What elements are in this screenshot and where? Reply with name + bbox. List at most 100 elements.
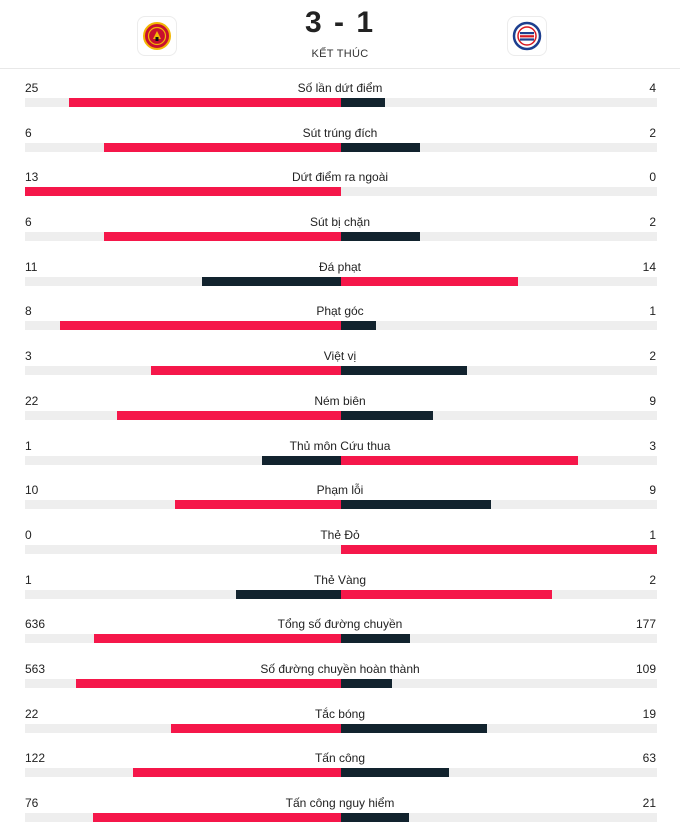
home-stat-value: 6	[25, 125, 32, 140]
stat-label: Thẻ Vàng	[313, 572, 367, 587]
stat-row: 76 Tấn công nguy hiểm 21	[0, 783, 680, 828]
stat-row: 636 Tổng số đường chuyền 177	[0, 604, 680, 649]
stat-label: Tắc bóng	[314, 706, 366, 721]
stat-label: Ném biên	[314, 393, 366, 408]
home-stat-bar	[93, 813, 341, 822]
match-score: 3 - 1	[304, 6, 376, 39]
home-stat-value: 22	[25, 393, 39, 408]
stat-comparison-track	[25, 455, 657, 465]
away-stat-bar	[341, 142, 420, 152]
home-stat-bar	[235, 589, 341, 599]
away-stat-bar	[341, 276, 518, 286]
home-stat-bar	[68, 98, 341, 107]
home-stat-value: 1	[25, 572, 32, 587]
away-stat-bar	[341, 678, 393, 688]
home-stat-bar	[171, 723, 341, 733]
home-stat-bar	[174, 500, 341, 510]
stat-label: Phạm lỗi	[316, 483, 364, 498]
stat-comparison-track	[25, 366, 657, 376]
stat-comparison-track	[25, 187, 657, 197]
stat-comparison-track	[25, 321, 657, 331]
home-stat-value: 122	[25, 751, 46, 766]
home-stat-bar	[60, 321, 341, 331]
away-stat-value: 4	[649, 81, 656, 95]
home-stat-value: 563	[25, 661, 46, 676]
away-stat-value: 1	[649, 304, 656, 319]
stat-comparison-track	[25, 678, 657, 688]
home-stat-value: 0	[25, 527, 32, 542]
stat-row: 13 Dứt điểm ra ngoài 0	[0, 157, 680, 202]
stat-label: Tấn công nguy hiểm	[285, 796, 395, 810]
stat-label: Thẻ Đỏ	[320, 527, 360, 542]
stat-row: 563 Số đường chuyền hoàn thành 109	[0, 649, 680, 694]
home-stat-value: 11	[25, 259, 38, 274]
home-stat-value: 1	[25, 438, 32, 453]
stat-label: Đá phạt	[318, 259, 362, 274]
away-stat-bar	[341, 768, 449, 778]
stat-label: Phạt góc	[316, 304, 364, 319]
stat-row: 6 Sút bị chặn 2	[0, 202, 680, 247]
stat-comparison-track	[25, 142, 657, 152]
stat-row: 6 Sút trúng đích 2	[0, 113, 680, 158]
home-stat-value: 76	[25, 796, 39, 810]
away-stat-value: 2	[649, 215, 656, 230]
home-stat-value: 636	[25, 617, 46, 632]
stat-row: 122 Tấn công 63	[0, 738, 680, 783]
away-stat-bar	[341, 813, 410, 822]
stat-label: Dứt điểm ra ngoài	[291, 170, 389, 185]
home-stat-value: 25	[25, 81, 39, 95]
stat-label: Tấn công	[314, 751, 366, 766]
stat-row: 22 Tắc bóng 19	[0, 694, 680, 739]
stat-comparison-track	[25, 276, 657, 286]
away-stat-value: 2	[649, 125, 656, 140]
away-stat-bar	[341, 500, 491, 510]
away-stat-value: 19	[642, 706, 656, 721]
home-stat-bar	[201, 276, 341, 286]
away-stat-bar	[341, 723, 488, 733]
stat-row: 8 Phạt góc 1	[0, 291, 680, 336]
away-stat-value: 63	[642, 751, 656, 766]
stat-row: 22 Ném biên 9	[0, 381, 680, 426]
away-team-crest-icon[interactable]	[507, 16, 547, 56]
away-stat-value: 2	[649, 349, 656, 364]
away-stat-value: 9	[649, 393, 656, 408]
away-stat-value: 3	[649, 438, 656, 453]
stat-row: 25 Số lần dứt điểm 4	[0, 68, 680, 113]
away-stat-value: 21	[642, 796, 656, 810]
away-stat-bar	[341, 455, 578, 465]
stat-comparison-track	[25, 813, 657, 822]
stat-label: Số lần dứt điểm	[297, 81, 383, 95]
stat-comparison-track	[25, 589, 657, 599]
stat-row: 1 Thẻ Vàng 2	[0, 560, 680, 605]
stat-label: Số đường chuyền hoàn thành	[260, 661, 420, 676]
away-stat-bar	[341, 321, 377, 331]
away-stat-bar	[341, 634, 410, 644]
match-status: KẾT THÚC	[311, 48, 369, 60]
stat-comparison-track	[25, 634, 657, 644]
away-stat-value: 0	[649, 170, 656, 185]
stat-row: 3 Việt vị 2	[0, 336, 680, 381]
stat-comparison-track	[25, 544, 657, 554]
away-stat-value: 9	[649, 483, 656, 498]
away-stat-value: 2	[649, 572, 656, 587]
home-stat-value: 13	[25, 170, 39, 185]
home-stat-bar	[151, 366, 341, 376]
home-stat-bar	[104, 232, 341, 242]
stat-comparison-track	[25, 232, 657, 242]
home-stat-value: 8	[25, 304, 32, 319]
stat-row: 10 Phạm lỗi 9	[0, 470, 680, 515]
away-stat-bar	[341, 544, 657, 554]
away-stat-value: 1	[649, 527, 656, 542]
away-stat-bar	[341, 410, 433, 420]
stat-comparison-track	[25, 98, 657, 107]
home-stat-bar	[25, 187, 341, 197]
away-stat-bar	[341, 98, 385, 107]
stat-row: 0 Thẻ Đỏ 1	[0, 515, 680, 560]
home-stat-bar	[104, 142, 341, 152]
stats-list: 25 Số lần dứt điểm 4 6 Sút trúng đích 2 13 Dứt …	[0, 68, 680, 828]
stat-row: 1 Thủ môn Cứu thua 3	[0, 426, 680, 471]
home-team-crest-icon[interactable]	[137, 16, 177, 56]
stat-row: 11 Đá phạt 14	[0, 247, 680, 292]
home-stat-bar	[116, 410, 341, 420]
stat-label: Thủ môn Cứu thua	[289, 438, 391, 453]
